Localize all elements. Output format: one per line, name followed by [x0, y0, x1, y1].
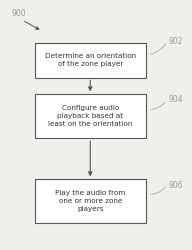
- Text: 906: 906: [169, 180, 184, 190]
- Text: 904: 904: [169, 96, 184, 104]
- Bar: [35, 180, 146, 223]
- Bar: [35, 94, 146, 138]
- Text: Configure audio
playback based at
least on the orientation: Configure audio playback based at least …: [48, 105, 132, 128]
- Text: 902: 902: [169, 37, 184, 46]
- Text: Determine an orientation
of the zone player: Determine an orientation of the zone pla…: [45, 53, 136, 67]
- Text: 900: 900: [12, 9, 26, 18]
- Bar: [35, 42, 146, 78]
- Text: Play the audio from
one or more zone
players: Play the audio from one or more zone pla…: [55, 190, 125, 212]
